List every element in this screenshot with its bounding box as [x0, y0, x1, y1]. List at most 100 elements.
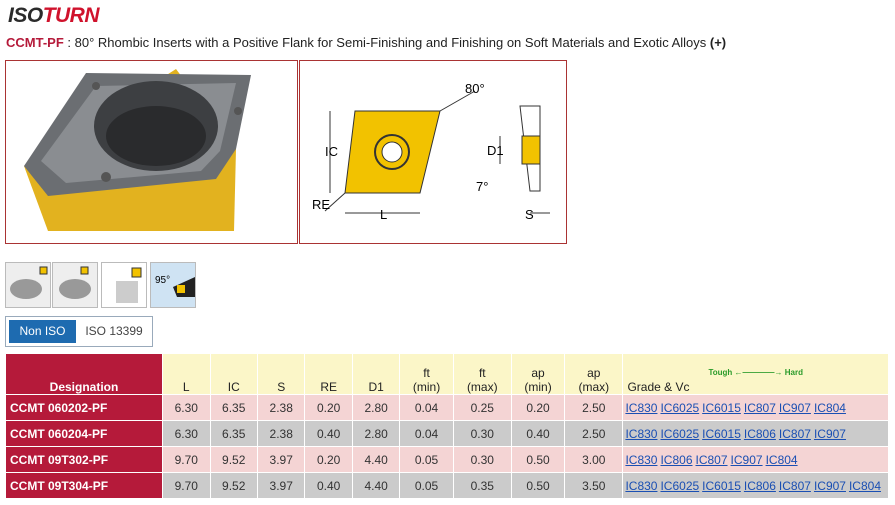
application-icon[interactable] [5, 262, 51, 308]
grade-link[interactable]: IC6025 [660, 426, 700, 441]
grade-link[interactable]: IC807 [778, 426, 811, 441]
grade-link[interactable]: IC6025 [660, 400, 700, 415]
dim-label: D1 [487, 143, 504, 158]
column-header: ft (min) [399, 353, 454, 395]
grades: IC830 IC806 IC807 IC907 IC804 [622, 446, 889, 473]
cell: 9.70 [162, 472, 211, 499]
designation: CCMT 060202-PF [4, 394, 164, 421]
grade-link[interactable]: IC6025 [660, 478, 700, 493]
cell: 9.70 [162, 446, 211, 473]
cell: 0.25 [452, 394, 512, 421]
header-text: RE [320, 380, 337, 394]
insert-drawing: IC 80° RE L D1 7° S [299, 60, 567, 244]
header-text: IC [227, 380, 240, 394]
application-icon[interactable] [101, 262, 147, 308]
grade-link[interactable]: IC806 [743, 478, 776, 493]
grade-link[interactable]: IC907 [778, 400, 811, 415]
cell: 2.50 [564, 420, 624, 447]
grade-link[interactable]: IC804 [848, 478, 881, 493]
column-header: RE [304, 353, 353, 395]
cell: 0.20 [304, 394, 353, 421]
grade-link[interactable]: IC804 [813, 400, 846, 415]
cell: 6.30 [162, 420, 211, 447]
dim-label: S [525, 207, 534, 222]
dim-label: RE [312, 197, 330, 212]
plus-link[interactable]: (+) [709, 35, 727, 50]
designation: CCMT 09T304-PF [4, 472, 164, 499]
grade-link[interactable]: IC804 [765, 452, 798, 467]
header-text: L [182, 380, 190, 394]
grade-link[interactable]: IC907 [813, 478, 846, 493]
cell: 9.52 [209, 472, 258, 499]
header-text: ft [423, 366, 430, 380]
header-text: (min) [524, 380, 552, 394]
grade-link[interactable]: IC6015 [702, 426, 741, 441]
cell: 2.38 [256, 420, 306, 447]
cell: 0.50 [510, 446, 566, 473]
header-row: Designation L IC S RE D1 ft (min) ft (max) ap (min)… [4, 353, 889, 395]
column-header: S [256, 353, 306, 395]
grade-link[interactable]: IC6015 [702, 478, 741, 493]
tab[interactable]: ISO 13399 [85, 324, 143, 338]
cell: 0.05 [399, 446, 454, 473]
cell: 0.20 [304, 446, 353, 473]
table-row: CCMT 09T304-PF 9.70 9.52 3.97 0.40 4.40 0.05 0.… [4, 472, 889, 499]
grade-link[interactable]: IC830 [625, 400, 658, 415]
grades: IC830 IC6025 IC6015 IC806 IC807 IC907 IC804 [622, 472, 889, 499]
grade-link[interactable]: IC907 [730, 452, 763, 467]
grade-link[interactable]: IC907 [813, 426, 846, 441]
grade-link[interactable]: IC807 [778, 478, 811, 493]
designation: CCMT 09T302-PF [4, 446, 164, 473]
grade-link[interactable]: IC807 [743, 400, 776, 415]
cell: 2.50 [564, 394, 624, 421]
header-text: S [277, 380, 286, 394]
product-description: : 80° Rhombic Inserts with a Positive Fl… [63, 35, 707, 50]
insert-photo [5, 60, 298, 244]
column-header: ap (max) [564, 353, 624, 395]
cell: 3.00 [564, 446, 624, 473]
cell: 0.30 [452, 420, 512, 447]
tab[interactable]: Non ISO [9, 320, 76, 343]
column-header: Designation [4, 353, 164, 395]
header-text: (max) [466, 380, 498, 394]
header-text: ap [531, 366, 545, 380]
cell: 0.50 [510, 472, 566, 499]
header-text: (max) [578, 380, 610, 394]
cell: 6.35 [209, 420, 258, 447]
table-row: CCMT 09T302-PF 9.70 9.52 3.97 0.20 4.40 0.05 0.… [4, 446, 889, 473]
column-header: D1 [351, 353, 401, 395]
grade-link[interactable]: IC830 [625, 478, 658, 493]
grade-link[interactable]: IC806 [660, 452, 693, 467]
icon-label: 95° [155, 275, 170, 286]
table-row: CCMT 060202-PF 6.30 6.35 2.38 0.20 2.80 0.04 0.… [4, 394, 889, 421]
grade-link[interactable]: IC6015 [702, 400, 741, 415]
tab-bar: Non ISO ISO 13399 [5, 316, 153, 347]
logo: ISOTURN [8, 4, 100, 28]
column-header: ft (max) [452, 353, 512, 395]
cell: 4.40 [351, 446, 401, 473]
cell: 6.35 [209, 394, 258, 421]
cell: 3.97 [256, 472, 306, 499]
scale-arrow: ←————→ [732, 368, 785, 377]
cell: 0.05 [399, 472, 454, 499]
grades: IC830 IC6025 IC6015 IC807 IC907 IC804 [622, 394, 889, 421]
grade-link[interactable]: IC807 [695, 452, 728, 467]
cell: 0.04 [399, 394, 454, 421]
dim-label: 80° [465, 81, 485, 96]
header-text: (min) [412, 380, 441, 394]
cell: 0.40 [510, 420, 566, 447]
dim-label: 7° [476, 179, 488, 194]
header-text: ft [478, 366, 486, 380]
header-text: ap [587, 366, 601, 380]
grade-link[interactable]: IC830 [625, 452, 658, 467]
scale-hard: Hard [784, 368, 803, 377]
cell: 2.80 [351, 420, 401, 447]
application-icon[interactable] [52, 262, 98, 308]
product-code: CCMT-PF [6, 35, 64, 50]
cell: 0.40 [304, 472, 353, 499]
grade-link[interactable]: IC830 [625, 426, 658, 441]
grade-title: Grade & Vc [627, 380, 690, 394]
grade-scale: Tough ←————→ Hard [627, 368, 884, 377]
grade-link[interactable]: IC806 [743, 426, 776, 441]
application-icon[interactable]: 95° [150, 262, 196, 308]
